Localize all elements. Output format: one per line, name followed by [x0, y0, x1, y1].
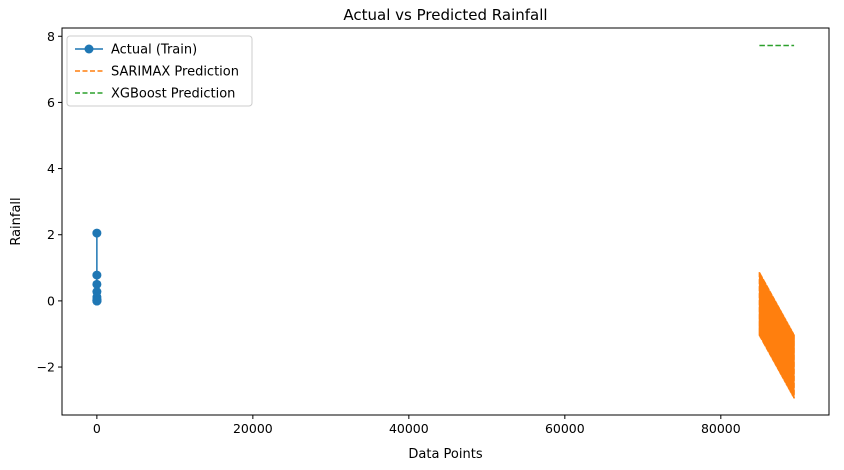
actual-train-point [92, 270, 102, 280]
chart-title: Actual vs Predicted Rainfall [343, 6, 547, 24]
y-tick-label: 0 [47, 293, 55, 308]
y-axis-label: Rainfall [9, 197, 24, 245]
legend-marker [84, 44, 94, 54]
x-tick-label: 60000 [545, 421, 585, 436]
y-tick-label: 8 [47, 29, 55, 44]
legend-label: SARIMAX Prediction [111, 65, 239, 80]
actual-train-point [92, 228, 102, 238]
x-axis-label: Data Points [408, 447, 482, 462]
x-tick-label: 0 [93, 421, 101, 436]
legend: Actual (Train) SARIMAX Prediction XGBoost … [66, 35, 253, 107]
actual-train-point [92, 296, 102, 306]
legend-label: Actual (Train) [111, 43, 197, 58]
x-tick-label: 20000 [233, 421, 273, 436]
x-tick-label: 40000 [389, 421, 429, 436]
plot-frame [61, 27, 830, 416]
y-tick-label: −2 [37, 360, 55, 375]
y-tick-label: 4 [47, 161, 55, 176]
x-tick-label: 80000 [701, 421, 741, 436]
actual-train-point [92, 279, 102, 289]
y-tick-label: 2 [47, 227, 55, 242]
y-tick-label: 6 [47, 95, 55, 110]
legend-label: XGBoost Prediction [111, 87, 235, 102]
sarimax-prediction-line [758, 272, 795, 399]
legend-box [66, 35, 253, 107]
